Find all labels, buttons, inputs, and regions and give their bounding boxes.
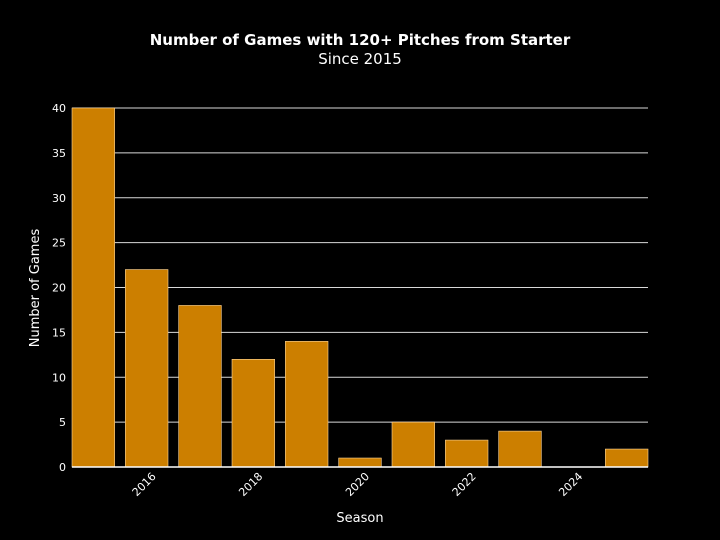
chart-subtitle: Since 2015 bbox=[318, 50, 402, 68]
bar-2018 bbox=[231, 358, 275, 468]
bar-2016 bbox=[125, 269, 169, 468]
y-tick-label: 30 bbox=[52, 192, 66, 205]
bar-2021 bbox=[391, 421, 435, 468]
y-tick-label: 40 bbox=[52, 102, 66, 115]
bar-2019 bbox=[285, 341, 329, 468]
y-tick-label: 20 bbox=[52, 282, 66, 295]
y-axis-title: Number of Games bbox=[28, 229, 43, 348]
x-axis-title: Season bbox=[336, 511, 383, 526]
y-tick-label: 15 bbox=[52, 326, 66, 339]
x-tick-label: 2022 bbox=[450, 470, 479, 499]
y-axis-ticks: 0 5 10 15 20 25 30 35 40 bbox=[52, 102, 66, 474]
y-tick-label: 0 bbox=[59, 461, 66, 474]
bar-2017 bbox=[178, 305, 222, 468]
chart-title: Number of Games with 120+ Pitches from S… bbox=[150, 31, 571, 49]
x-tick-label: 2024 bbox=[556, 470, 585, 499]
bar-2023 bbox=[498, 430, 542, 468]
y-tick-label: 25 bbox=[52, 237, 66, 250]
bar-2020 bbox=[338, 457, 382, 468]
bar-2015 bbox=[71, 107, 115, 468]
y-tick-label: 10 bbox=[52, 371, 66, 384]
y-tick-label: 5 bbox=[59, 416, 66, 429]
y-tick-label: 35 bbox=[52, 147, 66, 160]
x-tick-label: 2020 bbox=[343, 470, 372, 499]
bar-2025 bbox=[605, 448, 649, 468]
bar-2022 bbox=[445, 439, 489, 468]
bars bbox=[71, 107, 649, 468]
x-axis-ticks: 2016 2018 2020 2022 2024 bbox=[130, 470, 586, 499]
x-tick-label: 2016 bbox=[130, 470, 159, 499]
x-tick-label: 2018 bbox=[236, 470, 265, 499]
